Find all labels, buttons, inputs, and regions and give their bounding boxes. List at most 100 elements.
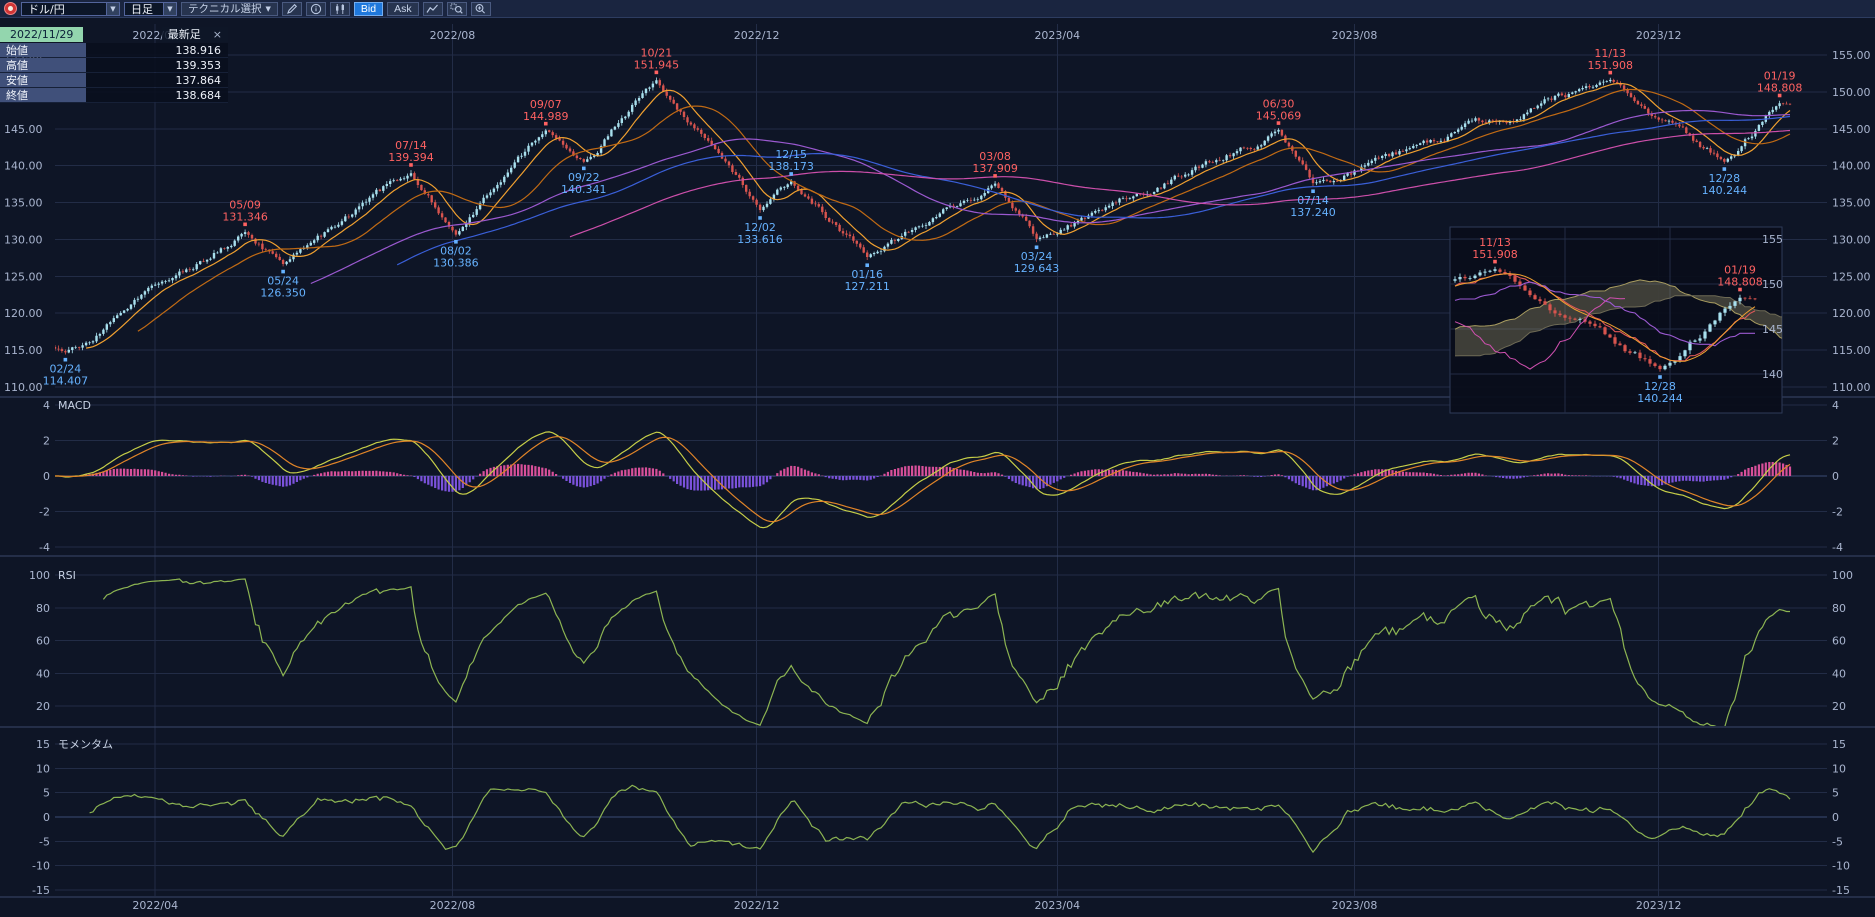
open-label: 始値: [0, 43, 86, 57]
svg-text:2022/12: 2022/12: [734, 899, 780, 912]
svg-text:135.00: 135.00: [4, 197, 43, 210]
svg-text:0: 0: [1832, 811, 1839, 824]
svg-text:05/24: 05/24: [267, 274, 299, 287]
svg-text:-4: -4: [39, 541, 50, 554]
svg-text:10: 10: [1832, 762, 1846, 775]
svg-text:60: 60: [36, 635, 50, 648]
svg-text:110.00: 110.00: [1832, 381, 1871, 394]
svg-text:5: 5: [43, 787, 50, 800]
svg-text:-5: -5: [1832, 835, 1843, 848]
draw-tool-button[interactable]: [281, 1, 302, 16]
svg-text:140.341: 140.341: [561, 183, 607, 196]
svg-text:-10: -10: [32, 860, 50, 873]
svg-text:148.808: 148.808: [1717, 276, 1763, 289]
svg-text:2022/04: 2022/04: [132, 899, 178, 912]
svg-text:151.908: 151.908: [1588, 59, 1634, 72]
svg-text:モメンタム: モメンタム: [58, 738, 113, 751]
svg-text:133.616: 133.616: [737, 233, 783, 246]
svg-text:131.346: 131.346: [222, 211, 268, 224]
svg-text:09/22: 09/22: [568, 171, 600, 184]
close-value: 138.684: [86, 88, 228, 102]
svg-text:127.211: 127.211: [844, 280, 890, 293]
low-value: 137.864: [86, 73, 228, 87]
svg-text:137.240: 137.240: [1290, 206, 1336, 219]
svg-text:03/24: 03/24: [1021, 250, 1053, 263]
svg-text:2: 2: [1832, 435, 1839, 448]
svg-text:155.00: 155.00: [1832, 49, 1871, 62]
svg-text:-5: -5: [39, 835, 50, 848]
svg-text:100: 100: [1832, 569, 1853, 582]
svg-text:0: 0: [1832, 470, 1839, 483]
close-label: 終値: [0, 88, 86, 102]
app-logo-icon: [4, 2, 17, 15]
svg-text:139.394: 139.394: [388, 151, 434, 164]
info-panel-header: 2022/11/29 最新足 ×: [0, 26, 228, 42]
chevron-down-icon: ▼: [106, 2, 119, 15]
svg-text:140.00: 140.00: [1832, 160, 1871, 173]
svg-text:130.00: 130.00: [1832, 233, 1871, 246]
svg-text:2023/08: 2023/08: [1332, 29, 1378, 42]
svg-text:10: 10: [36, 762, 50, 775]
pair-select[interactable]: ドル/円 ▼: [21, 1, 120, 16]
grid-layer: [55, 24, 1827, 896]
svg-text:05/09: 05/09: [229, 199, 261, 212]
svg-text:145.00: 145.00: [1832, 123, 1871, 136]
svg-text:60: 60: [1832, 635, 1846, 648]
pencil-icon: [286, 3, 298, 15]
ask-button[interactable]: Ask: [387, 1, 419, 16]
info-button[interactable]: [305, 1, 326, 16]
svg-text:2023/12: 2023/12: [1636, 29, 1682, 42]
zoom-area-icon: [450, 3, 463, 15]
svg-text:0: 0: [43, 811, 50, 824]
chart-type-button[interactable]: [329, 1, 350, 16]
zoom-in-icon: [474, 3, 487, 15]
svg-text:137.909: 137.909: [972, 162, 1018, 175]
svg-text:RSI: RSI: [58, 569, 76, 582]
svg-text:03/08: 03/08: [979, 150, 1011, 163]
svg-text:11/13: 11/13: [1594, 47, 1626, 60]
svg-text:08/02: 08/02: [440, 245, 472, 258]
svg-text:10/21: 10/21: [641, 47, 673, 60]
close-info-button[interactable]: ×: [206, 26, 228, 42]
technical-select-button[interactable]: テクニカル選択 ▼: [181, 1, 278, 16]
svg-text:2023/08: 2023/08: [1332, 899, 1378, 912]
svg-text:4: 4: [1832, 399, 1839, 412]
svg-text:140.244: 140.244: [1637, 392, 1683, 405]
svg-text:-4: -4: [1832, 541, 1843, 554]
svg-text:120.00: 120.00: [4, 307, 43, 320]
svg-text:151.945: 151.945: [634, 59, 680, 72]
open-value: 138.916: [86, 43, 228, 57]
svg-text:135.00: 135.00: [1832, 197, 1871, 210]
svg-text:-10: -10: [1832, 860, 1850, 873]
zoom-select-button[interactable]: [446, 1, 467, 16]
ohlc-row-high: 高値 139.353: [0, 58, 228, 73]
svg-text:11/13: 11/13: [1479, 236, 1511, 249]
toolbar: ドル/円 ▼ 日足 ▼ テクニカル選択 ▼ Bid Ask: [0, 0, 1875, 18]
svg-text:5: 5: [1832, 787, 1839, 800]
svg-text:2: 2: [43, 435, 50, 448]
svg-text:2023/12: 2023/12: [1636, 899, 1682, 912]
bid-button[interactable]: Bid: [353, 1, 384, 16]
svg-text:115.00: 115.00: [4, 344, 43, 357]
svg-text:01/19: 01/19: [1764, 70, 1796, 83]
ohlc-row-low: 安値 137.864: [0, 73, 228, 88]
svg-text:150: 150: [1762, 278, 1783, 291]
zoom-in-button[interactable]: [470, 1, 491, 16]
selected-date-chip[interactable]: 2022/11/29: [0, 26, 84, 42]
svg-text:155: 155: [1762, 233, 1783, 246]
svg-text:151.908: 151.908: [1472, 248, 1518, 261]
svg-text:110.00: 110.00: [4, 381, 43, 394]
axis-label-layer: 2022/042022/042022/082022/082022/122022/…: [4, 29, 1871, 912]
svg-text:15: 15: [1832, 738, 1846, 751]
indicator-chart-button[interactable]: [422, 1, 443, 16]
svg-text:20: 20: [1832, 700, 1846, 713]
latest-bar-label[interactable]: 最新足: [161, 26, 207, 42]
svg-text:80: 80: [1832, 602, 1846, 615]
svg-text:02/24: 02/24: [50, 362, 82, 375]
svg-text:-15: -15: [32, 884, 50, 897]
candlestick-icon: [334, 3, 346, 15]
svg-text:4: 4: [43, 399, 50, 412]
timeframe-select[interactable]: 日足 ▼: [124, 1, 177, 16]
